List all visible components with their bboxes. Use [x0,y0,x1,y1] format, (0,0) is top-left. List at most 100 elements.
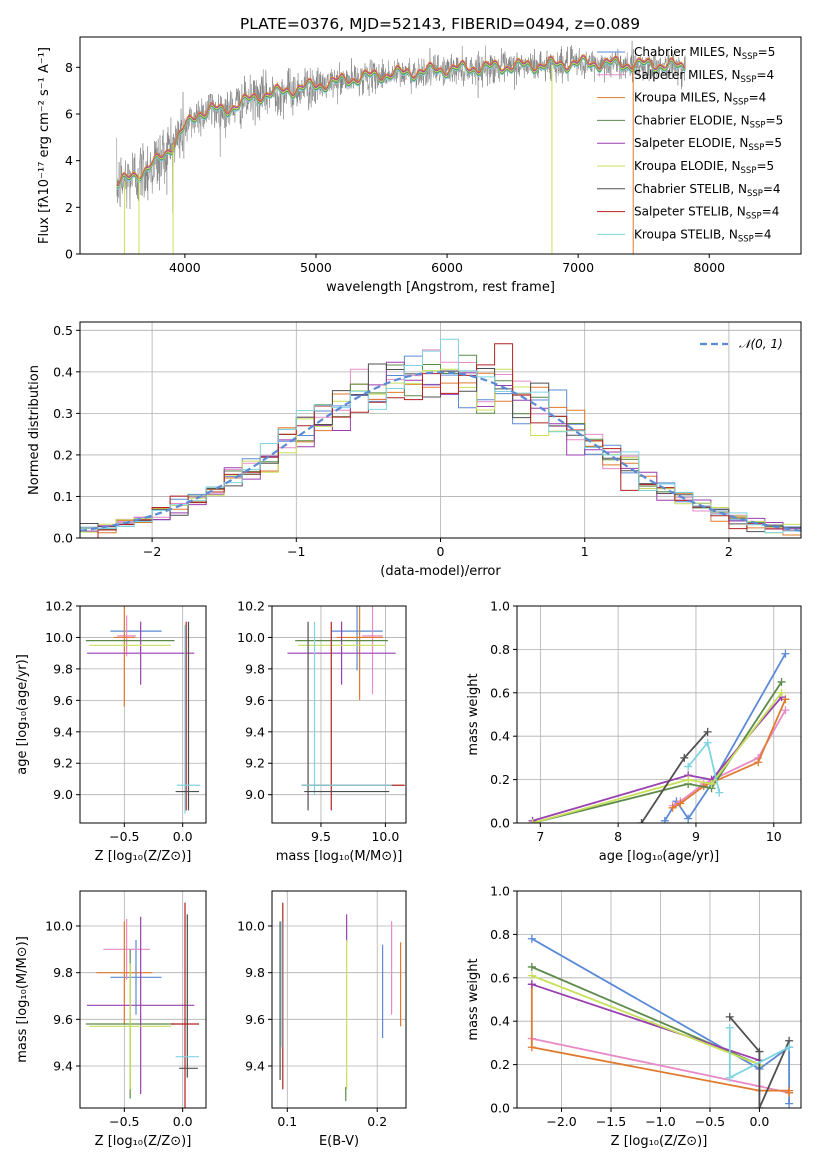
errorbar-point-salpeter-miles [117,615,136,657]
data-point [684,814,693,823]
y-tick-label: 10.0 [237,919,265,934]
series-line [531,974,760,1066]
axes-frame [271,890,407,1109]
data-point [676,799,685,808]
plot-area-age_vs_Z [85,606,201,814]
histogram-kroupa-stelib [80,338,801,534]
model-spectrum-kroupa-stelib [116,58,686,190]
axes-frame [271,605,407,824]
data-point [781,649,790,658]
errorbar-point-salpeter-elodie [87,621,195,685]
errorbar-point-chabrier-miles [110,940,162,1015]
x-tick-label: 6000 [431,260,463,275]
data-point [781,706,790,715]
legend-entry: Kroupa MILES, NSSP=4 [634,91,766,108]
y-tick-label: 0.4 [490,729,510,744]
y-tick-label: 0 [65,247,73,262]
data-point [777,688,786,697]
legend-entry: Chabrier ELODIE, NSSP=5 [634,113,783,130]
y-tick-label: 10.0 [237,630,265,645]
y-tick-label: 0.8 [490,642,510,657]
y-tick-label: 1.0 [490,884,510,899]
observed-spectrum [116,40,686,213]
errorbar-point-kroupa-miles [113,606,135,707]
data-point [707,779,716,788]
x-tick-label: −2 [143,544,161,559]
plot-age_vs_Z: −0.5 0.0 9.0 9.2 9.4 9.6 9.8 10.0 10.2 Z [log₁₀(Z… [15,599,207,864]
data-point [703,727,712,736]
plot-mass_vs_EBV: 0.1 0.2 9.4 9.6 9.8 10.0 E(B-V) [237,890,407,1149]
x-tick-label: 0.0 [173,829,193,844]
x-tick-label: −0.5 [109,829,139,844]
data-point [684,762,693,771]
data-point [755,1104,764,1108]
y-tick-label: 0.5 [53,323,73,338]
plot-mass_vs_Z: −0.5 0.0 9.4 9.6 9.8 10.0 Z [log₁₀(Z/Z⊙)] mass … [15,890,207,1149]
data-point [668,803,677,812]
y-tick-label: 10.0 [45,630,73,645]
y-tick-label: 1.0 [490,599,510,614]
y-tick-label: 9.8 [245,965,265,980]
model-spectrum-chabrier-elodie [116,57,686,189]
x-axis-label: wavelength [Angstrom, rest frame] [326,280,555,295]
legend-entry: Chabrier STELIB, NSSP=4 [634,182,781,199]
x-axis-label: (data-model)/error [380,564,501,579]
data-point [527,1043,536,1052]
y-tick-label: 0.8 [490,927,510,942]
plot-residuals: −2 −1 0 1 2 0.0 0.1 0.2 0.3 0.4 0.5 (data-model)/er… [27,321,802,579]
data-point [715,788,724,797]
data-point [725,1023,734,1032]
x-tick-label: 0 [437,544,445,559]
y-tick-label: 2 [65,200,73,215]
data-point [725,1073,734,1082]
figure-title: PLATE=0376, MJD=52143, FIBERID=0494, z=0… [240,15,640,33]
plot-area-weight_vs_age [528,649,790,823]
x-tick-label: 9 [692,829,700,844]
y-tick-label: 8 [65,60,73,75]
y-tick-label: 0.0 [53,531,73,546]
series-chabrier-stelib [725,1012,794,1108]
axes-frame [79,605,207,824]
y-tick-label: 10.2 [45,599,73,614]
data-point [754,758,763,767]
x-tick-label: 0.0 [173,1114,193,1129]
y-tick-label: 9.4 [245,724,265,739]
errorbar-point-kroupa-elodie [89,963,171,1090]
plot-area-mass_vs_Z [85,902,199,1108]
data-point [785,1043,794,1052]
x-tick-label: 1 [581,544,589,559]
y-axis-label: mass [log₁₀(M/M⊙)] [15,936,30,1063]
x-tick-label: 4000 [169,260,201,275]
data-point [527,971,536,980]
y-tick-label: 10.2 [237,599,265,614]
legend-entry: Kroupa STELIB, NSSP=4 [634,227,772,244]
y-axis-label: age [log₁₀(age/yr)] [15,654,30,775]
series-chabrier-stelib [637,727,712,823]
series-line [532,696,783,822]
plots: 4000 5000 6000 7000 8000 0 2 4 6 8 wavelength [Ang… [15,36,802,1149]
x-axis-label: E(B-V) [319,1134,359,1149]
plot-spectrum: 4000 5000 6000 7000 8000 0 2 4 6 8 wavelength [Ang… [37,36,802,295]
legend-entry: 𝒩(0, 1) [739,337,783,351]
model-spectrum-kroupa-elodie [116,56,686,188]
data-point [755,1047,764,1056]
y-tick-label: 9.6 [53,1012,73,1027]
plot-weight_vs_Z: −2.0 −1.5 −1.0 −0.5 0.0 0.0 0.2 0.4 0.6 0.8 1.0 Z [… [466,884,802,1149]
y-tick-label: 0.2 [53,447,73,462]
x-tick-label: 2 [725,544,733,559]
series-kroupa-stelib [684,738,724,797]
x-tick-label: 10.0 [371,829,399,844]
plot-weight_vs_age: 7 8 9 10 0.0 0.2 0.4 0.6 0.8 1.0 age [log₁₀(age/yr… [466,599,802,864]
errorbar-point-chabrier-miles [331,606,383,671]
y-tick-label: 0.2 [490,772,510,787]
plot-area-mass_vs_EBV [279,902,402,1101]
errorbar-point-kroupa-miles [96,921,153,1024]
errorbar-point-kroupa-miles [336,606,383,701]
plot-age_vs_mass: 9.5 10.0 9.0 9.2 9.4 9.6 9.8 10.0 10.2 mass [log₁… [237,599,407,864]
x-tick-label: 0.0 [749,1114,769,1129]
y-tick-label: 0.2 [490,1057,510,1072]
y-axis-label: mass weight [466,958,481,1040]
y-tick-label: 9.4 [53,1059,73,1074]
series-salpeter-elodie [528,693,786,823]
plot-area-residuals [80,338,801,538]
